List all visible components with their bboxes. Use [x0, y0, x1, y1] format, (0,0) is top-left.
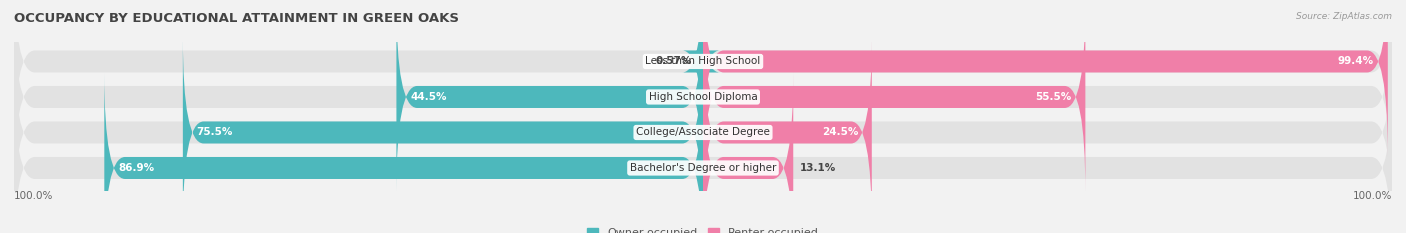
FancyBboxPatch shape: [396, 1, 703, 192]
FancyBboxPatch shape: [183, 37, 703, 228]
Text: 100.0%: 100.0%: [1353, 191, 1392, 201]
FancyBboxPatch shape: [14, 0, 1392, 157]
FancyBboxPatch shape: [703, 72, 793, 233]
Text: Source: ZipAtlas.com: Source: ZipAtlas.com: [1296, 12, 1392, 21]
FancyBboxPatch shape: [703, 37, 872, 228]
FancyBboxPatch shape: [104, 72, 703, 233]
Text: 0.57%: 0.57%: [655, 56, 692, 66]
Text: Less than High School: Less than High School: [645, 56, 761, 66]
Text: 13.1%: 13.1%: [800, 163, 837, 173]
Text: 44.5%: 44.5%: [411, 92, 447, 102]
Legend: Owner-occupied, Renter-occupied: Owner-occupied, Renter-occupied: [586, 228, 820, 233]
Text: High School Diploma: High School Diploma: [648, 92, 758, 102]
Text: 24.5%: 24.5%: [821, 127, 858, 137]
Text: 99.4%: 99.4%: [1339, 56, 1374, 66]
FancyBboxPatch shape: [14, 1, 1392, 192]
Text: 100.0%: 100.0%: [14, 191, 53, 201]
FancyBboxPatch shape: [703, 0, 1388, 157]
Text: 75.5%: 75.5%: [197, 127, 233, 137]
Text: OCCUPANCY BY EDUCATIONAL ATTAINMENT IN GREEN OAKS: OCCUPANCY BY EDUCATIONAL ATTAINMENT IN G…: [14, 12, 460, 25]
FancyBboxPatch shape: [703, 1, 1085, 192]
Text: Bachelor's Degree or higher: Bachelor's Degree or higher: [630, 163, 776, 173]
Text: College/Associate Degree: College/Associate Degree: [636, 127, 770, 137]
FancyBboxPatch shape: [14, 37, 1392, 228]
Text: 86.9%: 86.9%: [118, 163, 155, 173]
FancyBboxPatch shape: [682, 0, 720, 157]
FancyBboxPatch shape: [14, 72, 1392, 233]
Text: 55.5%: 55.5%: [1035, 92, 1071, 102]
